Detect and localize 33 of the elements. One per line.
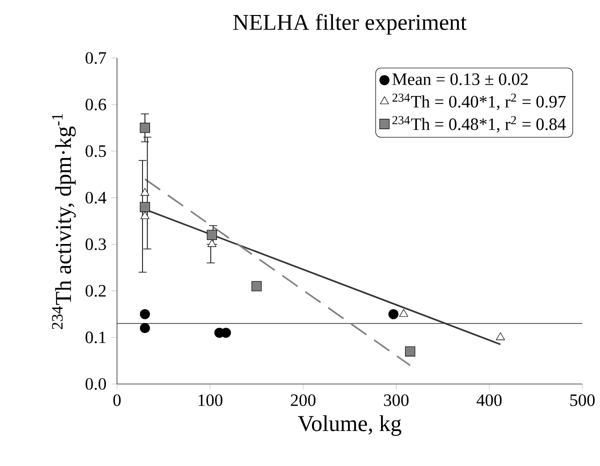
legend-label: $^{234}$Th = 0.48*1, r$^{2}$ = 0.84	[392, 116, 566, 133]
y-tick-label: 0.3	[86, 238, 106, 250]
legend-label: $^{234}$Th = 0.40*1, r$^{2}$ = 0.97	[392, 94, 566, 110]
x-axis-title: Volume, kg	[298, 415, 402, 436]
point	[388, 309, 398, 320]
y-axis-title: $^{234}$Th activity, dpm·kg$^{-1}$	[52, 114, 76, 330]
point	[252, 281, 262, 292]
x-tick-label: 0	[113, 394, 121, 406]
y-tick-label: 0.1	[86, 332, 106, 344]
point	[140, 188, 150, 196]
point	[140, 309, 150, 320]
x-tick-label: 300	[384, 394, 409, 406]
y-tick-label: 0.6	[86, 98, 106, 110]
y-tick-label: 0.5	[86, 145, 106, 158]
point	[399, 309, 408, 317]
point	[140, 323, 150, 334]
point	[206, 230, 217, 240]
y-tick-label: 0.2	[86, 284, 106, 297]
point	[220, 328, 231, 338]
point	[140, 122, 150, 133]
x-tick-label: 400	[476, 394, 502, 406]
point	[140, 202, 150, 212]
point	[405, 346, 416, 356]
x-tick-label: 100	[198, 394, 222, 406]
y-tick-label: 0.7	[86, 52, 106, 64]
point	[496, 332, 505, 340]
point	[140, 211, 150, 220]
y-tick-label: 0.0	[86, 378, 106, 390]
chart-title: NELHA filter experiment	[233, 14, 467, 35]
legend-label: Mean = 0.13 ± 0.02	[392, 73, 528, 86]
x-tick-label: 200	[290, 394, 316, 406]
y-tick-label: 0.4	[86, 192, 106, 204]
x-tick-label: 500	[570, 394, 595, 406]
